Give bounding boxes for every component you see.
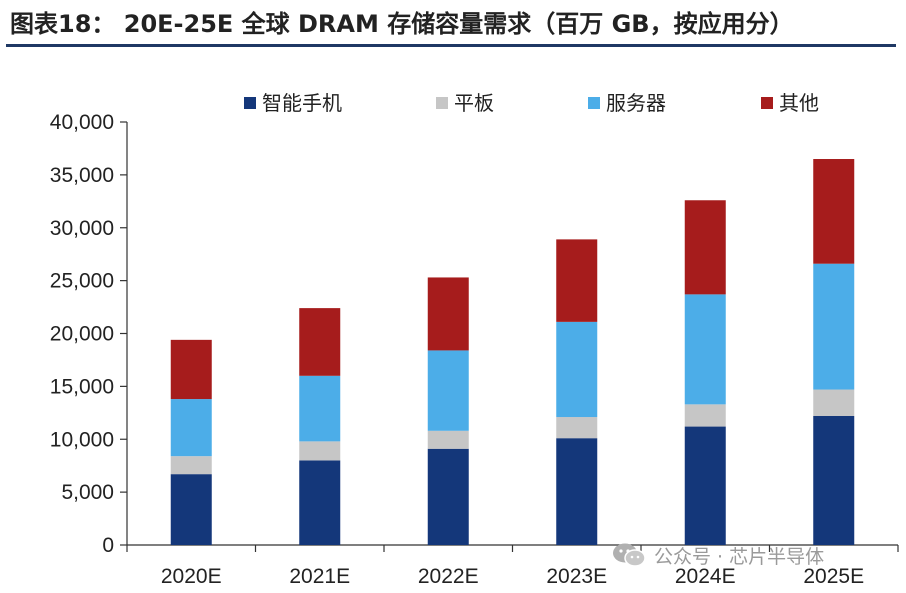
bar-segment-2-2023E — [556, 417, 598, 439]
bar-segment-3-2025E — [813, 263, 855, 390]
bar-segment-1-2020E — [170, 474, 212, 545]
y-tick-label: 25,000 — [50, 270, 114, 293]
watermark-text: 公众号 · 芯片半导体 — [654, 545, 825, 568]
bar-segment-4-2020E — [170, 339, 212, 400]
bar-segment-1-2024E — [684, 426, 726, 545]
bar-segment-3-2020E — [170, 399, 212, 457]
y-tick-label: 35,000 — [50, 164, 114, 187]
y-tick-label: 30,000 — [50, 217, 114, 240]
bar-segment-1-2021E — [299, 460, 341, 545]
bar-segment-1-2022E — [427, 448, 469, 545]
chart-title: 图表18： 20E-25E 全球 DRAM 存储容量需求（百万 GB，按应用分） — [10, 10, 794, 38]
bar-segment-1-2023E — [556, 438, 598, 545]
x-tick-label: 2023E — [546, 565, 607, 588]
legend-label: 其他 — [779, 91, 819, 115]
x-tick-label: 2022E — [418, 565, 479, 588]
y-tick-label: 20,000 — [50, 323, 114, 346]
watermark: 公众号 · 芯片半导体 — [612, 540, 824, 570]
bar-segment-4-2024E — [684, 200, 726, 295]
bar-segment-4-2021E — [299, 308, 341, 376]
legend-swatch — [244, 97, 256, 109]
bar-segment-1-2025E — [813, 415, 855, 545]
bar-segment-2-2020E — [170, 456, 212, 475]
bar-segment-2-2021E — [299, 441, 341, 461]
x-tick-label: 2024E — [675, 565, 736, 588]
y-tick-label: 40,000 — [50, 111, 114, 134]
legend-label: 服务器 — [606, 91, 666, 115]
x-tick-label: 2025E — [803, 565, 864, 588]
wechat-icon — [613, 543, 646, 567]
legend-swatch — [588, 97, 600, 109]
x-axis: 2020E 2021E 2022E 2023E 2024E 2025E — [126, 544, 899, 588]
bar-segment-3-2022E — [427, 350, 469, 431]
bar-segment-3-2024E — [684, 294, 726, 405]
bar-segment-4-2025E — [813, 159, 855, 264]
y-tick-label: 5,000 — [61, 481, 114, 504]
bars-layer — [170, 159, 855, 545]
bar-segment-4-2022E — [427, 277, 469, 351]
y-tick-label: 10,000 — [50, 428, 114, 451]
y-axis: 0 5,000 10,000 15,000 20,000 25,000 30,000 35,0… — [50, 111, 128, 557]
title-underline — [6, 44, 896, 47]
legend-swatch — [761, 97, 773, 109]
legend-label: 平板 — [454, 91, 494, 115]
bar-segment-2-2024E — [684, 404, 726, 427]
chart-legend: 智能手机 平板 服务器 其他 — [244, 91, 819, 115]
bar-segment-2-2022E — [427, 430, 469, 449]
y-tick-label: 15,000 — [50, 375, 114, 398]
legend-swatch — [436, 97, 448, 109]
bar-segment-2-2025E — [813, 389, 855, 416]
x-tick-label: 2021E — [289, 565, 350, 588]
legend-label: 智能手机 — [262, 91, 342, 115]
bar-segment-4-2023E — [556, 239, 598, 322]
x-tick-label: 2020E — [161, 565, 222, 588]
y-tick-label: 0 — [102, 534, 114, 557]
bar-segment-3-2023E — [556, 321, 598, 418]
bar-segment-3-2021E — [299, 375, 341, 442]
